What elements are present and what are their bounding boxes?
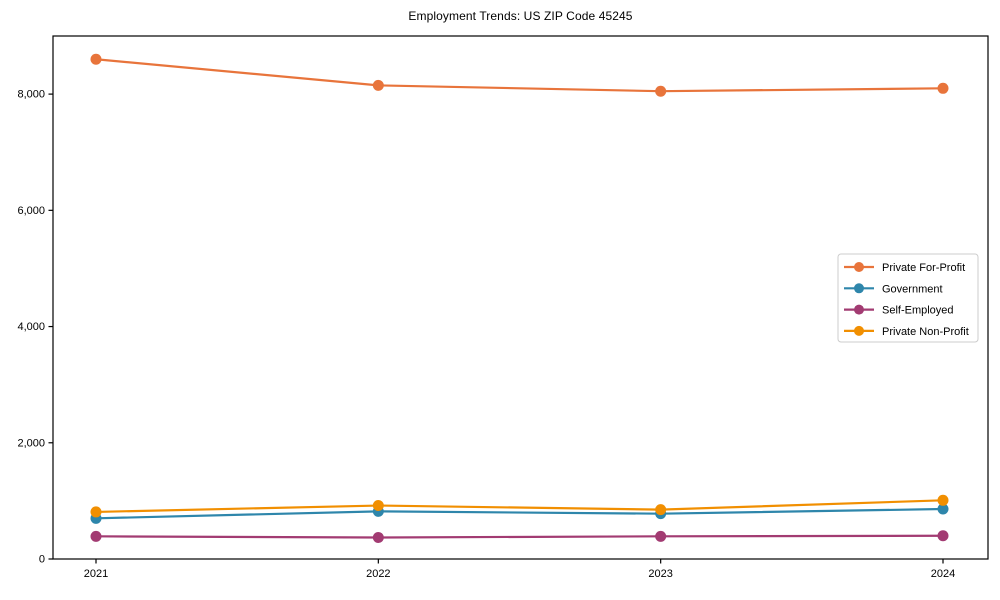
data-point-private-non-profit-2022 [372,500,384,512]
series-line-private-non-profit [95,499,944,514]
x-axis-tick-label: 2023 [648,568,672,580]
legend-label-government: Government [882,283,943,295]
y-axis-tick-label: 6,000 [17,205,45,217]
legend-label-self-employed: Self-Employed [882,305,954,317]
data-point-self-employed-2024 [937,530,949,542]
data-point-private-for-profit-2021 [90,53,102,65]
x-axis-tick-label: 2021 [84,568,108,580]
x-axis-tick-label: 2024 [931,568,955,580]
legend-marker-self-employed [854,304,864,315]
data-point-private-for-profit-2023 [655,85,667,97]
y-axis-tick-label: 4,000 [17,321,45,333]
data-point-private-for-profit-2022 [372,79,384,91]
y-axis-tick-label: 8,000 [17,89,45,101]
series-line-government [95,507,944,520]
chart-title: Employment Trends: US ZIP Code 45245 [408,9,633,23]
legend-box [837,253,979,343]
legend-marker-private-for-profit [854,262,864,272]
data-point-private-non-profit-2023 [655,504,667,516]
legend-label-private-non-profit: Private Non-Profit [882,326,969,338]
legend-marker-government [854,283,864,294]
x-axis-tick-label: 2022 [366,568,390,580]
data-point-private-for-profit-2024 [937,82,949,94]
legend-label-private-for-profit: Private For-Profit [882,262,965,274]
data-point-government-2024 [937,503,949,515]
y-axis-tick-label: 0 [39,554,45,566]
data-point-private-non-profit-2024 [937,494,949,506]
data-point-self-employed-2023 [655,530,667,542]
y-axis-tick-label: 2,000 [17,437,45,449]
data-point-private-non-profit-2021 [90,506,102,518]
data-point-self-employed-2022 [372,531,384,543]
series-line-self-employed [95,534,944,539]
series-line-private-for-profit [95,58,944,93]
data-point-self-employed-2021 [90,530,102,542]
plot-area [52,35,989,560]
legend-marker-private-non-profit [854,325,864,336]
